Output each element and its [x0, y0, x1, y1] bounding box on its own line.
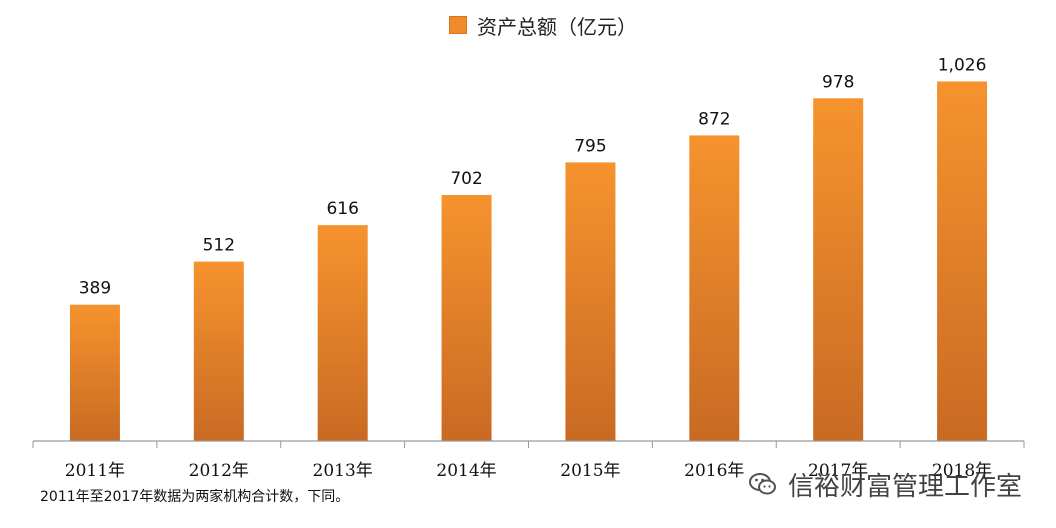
bar-2016年 [689, 135, 740, 441]
bar-2017年 [813, 98, 864, 441]
bar-2015年 [565, 162, 616, 441]
legend-label: 资产总额（亿元） [477, 14, 637, 39]
x-tick-labels-group: 2011年 2012年 2013年 2014年 2015年 2016年 2017年 2018年 [65, 461, 992, 481]
legend-swatch [449, 16, 467, 34]
bar-2011年 [69, 304, 120, 441]
bar-2013年 [317, 225, 368, 441]
data-label-2016年: 872 [698, 109, 730, 129]
wechat-icon [748, 469, 778, 499]
data-label-2012年: 512 [203, 236, 235, 256]
footnote: 2011年至2017年数据为两家机构合计数，下同。 [40, 489, 350, 505]
watermark-text: 信裕财富管理工作室 [788, 471, 1023, 502]
x-tick-label-2013年: 2013年 [313, 461, 373, 481]
bar-2018年 [937, 81, 988, 441]
data-label-2018年: 1,026 [938, 55, 987, 75]
bar-2012年 [193, 261, 244, 441]
bar-2014年 [441, 194, 492, 441]
data-label-2015年: 795 [574, 136, 606, 156]
x-tick-label-2017年: 2017年 [808, 461, 868, 481]
x-tick-label-2016年: 2016年 [684, 461, 744, 481]
legend: 资产总额（亿元） [449, 10, 637, 40]
watermark: 信裕财富管理工作室 [748, 462, 1022, 506]
bars-group [69, 81, 988, 441]
x-tick-label-2014年: 2014年 [436, 461, 496, 481]
x-tick-label-2018年: 2018年 [932, 461, 992, 481]
data-label-2013年: 616 [326, 199, 358, 219]
data-label-2017年: 978 [822, 72, 854, 92]
data-labels-group: 389 512 616 702 795 872 978 1,026 [79, 55, 987, 298]
x-ticks-group [32, 441, 1025, 448]
x-tick-label-2012年: 2012年 [189, 461, 249, 481]
data-label-2014年: 702 [450, 169, 482, 189]
x-tick-label-2011年: 2011年 [65, 461, 125, 481]
x-tick-label-2015年: 2015年 [560, 461, 620, 481]
data-label-2011年: 389 [79, 279, 111, 299]
